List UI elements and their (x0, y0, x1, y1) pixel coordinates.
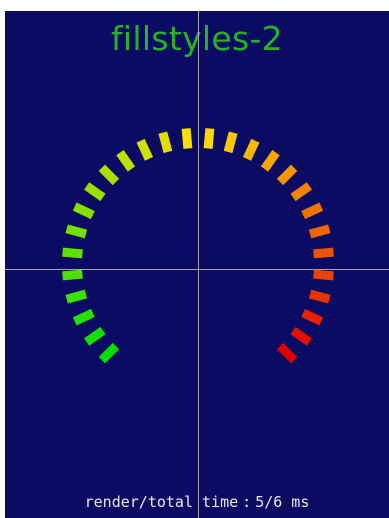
gauge-segment (260, 150, 280, 172)
gauge-segment (276, 342, 298, 364)
segmented-ring-gauge (62, 128, 334, 364)
gauge-segment (290, 182, 312, 202)
status-separator: : (242, 493, 252, 511)
gauge-segment (203, 128, 215, 149)
render-canvas: fillstyles-2 render/total time:5/6 ms (5, 11, 389, 518)
gauge-segment (223, 131, 238, 154)
status-value: 5/6 ms (255, 493, 310, 511)
gauge-segment (308, 289, 331, 304)
gauge-segment (158, 131, 173, 154)
gauge-segment (308, 224, 331, 239)
gauge-segment (276, 164, 298, 186)
gauge-segment (116, 150, 136, 172)
gauge-segment (72, 202, 95, 220)
gauge-segment (313, 269, 334, 281)
crosshair-horizontal-line (5, 269, 389, 270)
status-bar: render/total time:5/6 ms (5, 493, 389, 511)
gauge-segment (301, 308, 324, 326)
gauge-segment (65, 289, 88, 304)
gauge-segment (290, 326, 312, 346)
status-label: render/total time (84, 493, 239, 511)
gauge-segment (65, 224, 88, 239)
gauge-segment (84, 182, 106, 202)
gauge-segment (313, 247, 334, 259)
gauge-segment (62, 269, 83, 281)
gauge-segment (242, 138, 260, 161)
gauge-segment (181, 128, 193, 149)
gauge-segment (98, 342, 120, 364)
gauge-segment (72, 308, 95, 326)
page-title: fillstyles-2 (111, 19, 283, 58)
gauge-segment (62, 247, 83, 259)
gauge-segment (84, 326, 106, 346)
gauge-segment (136, 138, 154, 161)
crosshair-vertical-line (198, 11, 199, 518)
gauge-segment (301, 202, 324, 220)
gauge-segment (98, 164, 120, 186)
